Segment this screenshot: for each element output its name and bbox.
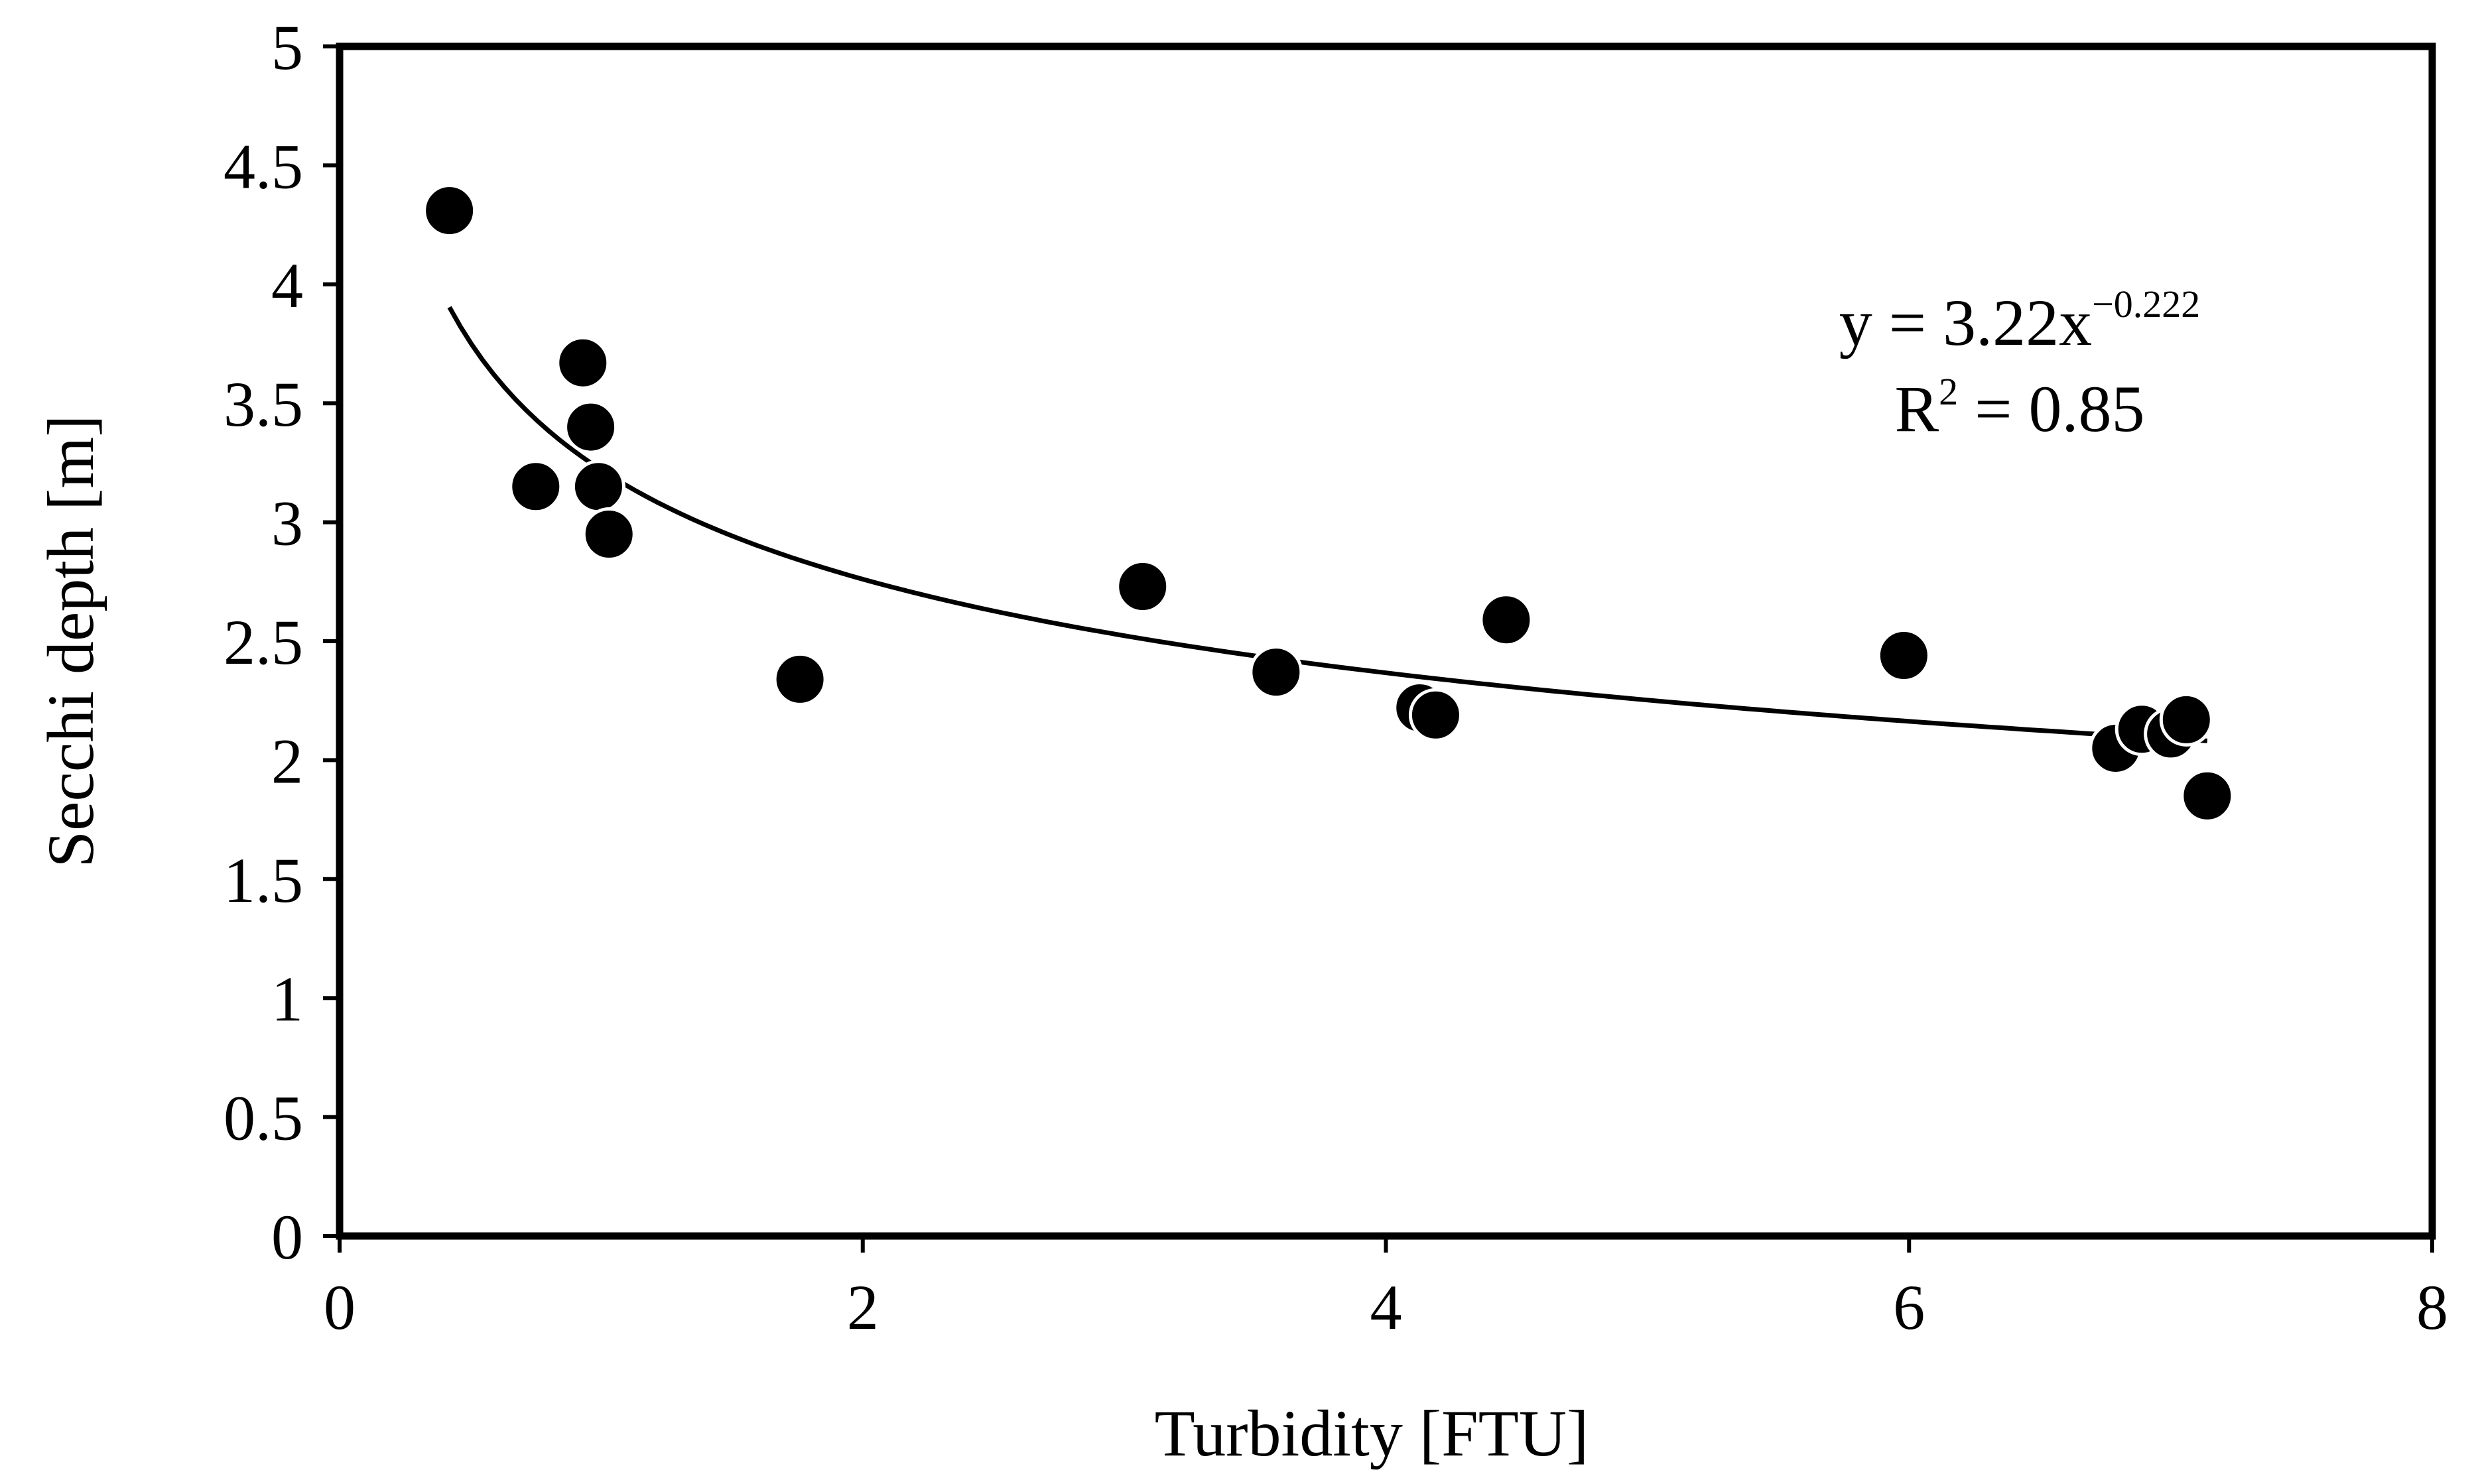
trendline <box>447 306 2207 743</box>
data-point <box>582 507 636 562</box>
data-point <box>564 400 618 454</box>
x-tick-label: 2 <box>847 1272 879 1343</box>
data-point <box>556 336 610 390</box>
x-tick-label: 8 <box>2416 1272 2448 1343</box>
data-point <box>2180 769 2235 823</box>
x-tick-label: 4 <box>1370 1272 1402 1343</box>
data-points <box>423 184 2235 823</box>
data-point <box>1479 593 1533 647</box>
y-tick-label: 3.5 <box>224 369 303 440</box>
y-tick-label: 0 <box>271 1202 303 1272</box>
data-point <box>423 184 477 238</box>
data-point <box>773 652 827 706</box>
y-axis-title: Secchi depth [m] <box>34 414 107 867</box>
y-tick-label: 2.5 <box>224 607 303 678</box>
y-tick-label: 0.5 <box>224 1083 303 1154</box>
x-tick-label: 0 <box>324 1272 356 1343</box>
data-point <box>1876 629 1931 683</box>
equation-base: y = 3.22x <box>1839 286 2092 359</box>
data-point <box>2159 692 2213 747</box>
y-tick-label: 1 <box>271 963 303 1034</box>
equation-exponent: −0.222 <box>2092 282 2200 326</box>
data-point <box>1116 559 1170 613</box>
y-tick-label: 1.5 <box>224 845 303 916</box>
r2-value: = 0.85 <box>1958 372 2144 446</box>
y-axis: 0 0.5 1 1.5 2 2.5 3 3.5 4 4.5 5 <box>224 12 340 1272</box>
x-axis: 0 2 4 6 8 <box>324 1236 2448 1343</box>
y-tick-label: 4 <box>271 250 303 321</box>
data-point <box>571 460 625 514</box>
y-tick-label: 5 <box>271 12 303 83</box>
plot-frame <box>336 42 2436 1240</box>
y-tick-label: 2 <box>271 725 303 796</box>
trendline-equation: y = 3.22x−0.222 <box>1839 282 2201 359</box>
data-point <box>1249 645 1303 700</box>
y-tick-label: 3 <box>271 488 303 559</box>
r2-prefix: R <box>1894 372 1939 446</box>
r2-power: 2 <box>1939 370 1958 413</box>
data-point <box>509 460 563 514</box>
x-axis-title: Turbidity [FTU] <box>1155 1396 1589 1470</box>
y-tick-label: 4.5 <box>224 131 303 202</box>
r-squared-label: R2 = 0.85 <box>1894 370 2144 446</box>
data-point <box>1408 688 1463 742</box>
x-tick-label: 6 <box>1893 1272 1925 1343</box>
